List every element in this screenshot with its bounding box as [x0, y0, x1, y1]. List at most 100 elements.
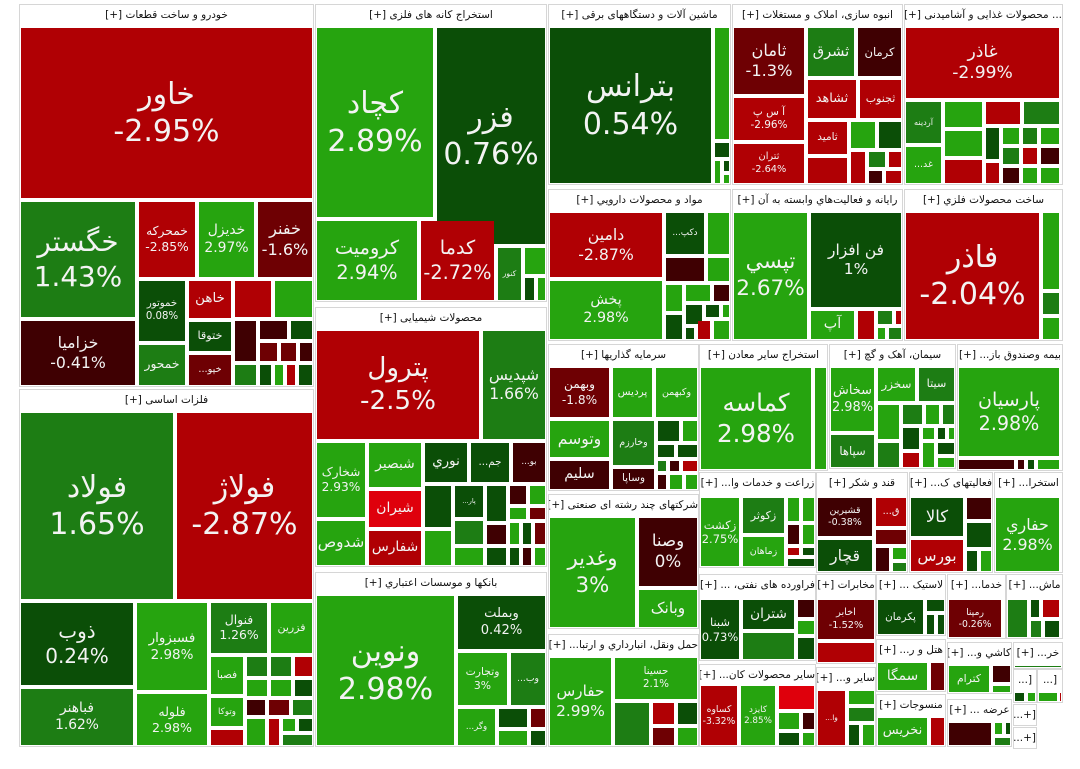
stock-tile[interactable] — [670, 461, 679, 471]
stock-tile[interactable]: خدیزل 2.97% — [199, 202, 254, 277]
stock-tile[interactable]: سخزر — [878, 368, 915, 401]
stock-tile[interactable] — [523, 548, 531, 565]
stock-tile[interactable]: نوري — [425, 443, 467, 482]
stock-tile[interactable]: سلیم — [550, 461, 609, 489]
stock-tile[interactable] — [849, 725, 859, 745]
stock-tile[interactable] — [271, 680, 291, 696]
stock-tile[interactable] — [949, 723, 991, 745]
stock-tile[interactable] — [714, 285, 729, 301]
stock-tile[interactable]: کماسه 2.98% — [701, 368, 811, 469]
stock-tile[interactable]: پخش 2.98% — [550, 281, 662, 339]
stock-tile[interactable] — [1015, 666, 1061, 667]
stock-tile[interactable] — [523, 523, 531, 544]
stock-tile[interactable]: وتوسم — [550, 421, 609, 457]
stock-tile[interactable]: ق... — [876, 498, 906, 526]
stock-tile[interactable] — [896, 311, 901, 324]
stock-tile[interactable] — [869, 152, 885, 167]
stock-tile[interactable] — [658, 421, 679, 441]
stock-tile[interactable] — [247, 657, 267, 676]
sector-header-expand[interactable]: منسوجات [+] — [877, 695, 945, 715]
sector-header-expand[interactable]: ساخت محصولات فلزي [+] — [905, 190, 1062, 210]
stock-tile[interactable] — [945, 160, 982, 183]
stock-tile[interactable] — [803, 733, 814, 745]
stock-tile[interactable] — [211, 730, 243, 745]
stock-tile[interactable] — [247, 680, 267, 696]
stock-tile[interactable] — [535, 548, 545, 565]
stock-tile[interactable] — [967, 498, 991, 519]
stock-tile[interactable]: فنوال 1.26% — [211, 603, 267, 653]
sector-header-expand[interactable]: فلزات اساسی [+] — [20, 390, 313, 410]
stock-tile[interactable]: وساپا — [613, 469, 654, 489]
stock-tile[interactable]: خاور -2.95% — [21, 28, 312, 198]
stock-tile[interactable] — [1028, 460, 1034, 469]
stock-tile[interactable]: ثامید — [808, 122, 847, 154]
sector-header-expand[interactable]: سیمان، آهک و گچ [+] — [830, 345, 955, 365]
stock-tile[interactable] — [260, 343, 277, 361]
stock-tile[interactable]: وخارزم — [613, 421, 654, 465]
stock-tile[interactable] — [525, 248, 545, 274]
stock-tile[interactable] — [1003, 128, 1019, 144]
stock-tile[interactable] — [879, 122, 901, 148]
stock-tile[interactable]: ثشاهد — [808, 80, 856, 118]
stock-tile[interactable] — [525, 278, 534, 300]
stock-tile[interactable] — [658, 445, 674, 457]
stock-tile[interactable] — [1006, 723, 1010, 734]
stock-tile[interactable] — [743, 633, 794, 659]
stock-tile[interactable]: خپو... — [189, 355, 231, 385]
stock-tile[interactable] — [295, 680, 312, 696]
stock-tile[interactable] — [1045, 621, 1059, 637]
stock-tile[interactable] — [1041, 128, 1059, 144]
stock-tile[interactable] — [714, 321, 729, 339]
sector-header-expand[interactable]: زراعت و خدمات وا... [+] — [700, 473, 815, 495]
stock-tile[interactable] — [287, 365, 295, 385]
stock-tile[interactable] — [666, 285, 682, 311]
stock-tile[interactable]: ختوقا — [189, 322, 231, 351]
stock-tile[interactable] — [808, 158, 847, 183]
stock-tile[interactable]: پارسیان 2.98% — [959, 368, 1059, 456]
stock-tile[interactable]: دامین -2.87% — [550, 213, 662, 277]
stock-tile[interactable]: خزامیا -0.41% — [21, 321, 135, 385]
stock-tile[interactable] — [686, 305, 702, 324]
sector-header-expand[interactable]: ماشین آلات و دستگاههای برقی [+] — [549, 5, 730, 25]
sector-header-expand[interactable]: انبوه سازی، املاک و مستغلات [+] — [733, 5, 902, 25]
stock-tile[interactable] — [986, 163, 999, 183]
stock-tile[interactable] — [931, 663, 944, 690]
stock-tile[interactable] — [943, 405, 954, 424]
stock-tile[interactable] — [269, 700, 289, 715]
stock-tile[interactable]: بترانس 0.54% — [550, 28, 711, 183]
stock-tile[interactable]: وصنا 0% — [639, 518, 697, 586]
stock-tile[interactable] — [1043, 213, 1059, 289]
stock-tile[interactable] — [803, 498, 814, 521]
stock-tile[interactable] — [1060, 693, 1061, 701]
sector-header-expand[interactable]: حمل ونقل، انبارداري و ارتبا... [+] — [549, 635, 698, 655]
stock-tile[interactable] — [531, 709, 545, 727]
stock-tile[interactable] — [878, 443, 899, 467]
stock-tile[interactable]: پردیس — [613, 368, 652, 417]
stock-tile[interactable] — [510, 523, 519, 544]
stock-tile[interactable] — [531, 731, 545, 745]
stock-tile[interactable] — [927, 600, 944, 611]
stock-tile[interactable]: ثامان -1.3% — [734, 28, 804, 94]
stock-tile[interactable] — [455, 548, 483, 565]
stock-tile[interactable] — [878, 405, 899, 439]
stock-tile[interactable] — [993, 666, 1010, 682]
stock-tile[interactable] — [455, 521, 483, 544]
stock-tile[interactable]: فاذر -2.04% — [906, 213, 1039, 339]
stock-tile[interactable] — [530, 508, 545, 519]
stock-tile[interactable] — [893, 548, 906, 559]
stock-tile[interactable] — [798, 638, 814, 659]
stock-tile[interactable] — [686, 285, 710, 301]
stock-tile[interactable] — [425, 531, 451, 565]
stock-tile[interactable] — [1041, 168, 1059, 183]
stock-tile[interactable] — [788, 559, 814, 566]
stock-tile[interactable] — [275, 365, 283, 385]
stock-tile[interactable] — [993, 686, 1010, 692]
stock-tile[interactable]: شبصیر — [369, 443, 421, 487]
sector-header-expand[interactable]: [... — [1038, 670, 1062, 690]
stock-tile[interactable] — [803, 548, 814, 555]
stock-tile[interactable]: قشیرین -0.38% — [818, 498, 872, 536]
stock-tile[interactable]: فسبزوار 2.98% — [137, 603, 207, 690]
stock-tile[interactable]: نخریس — [878, 718, 927, 745]
stock-tile[interactable]: خمحرکه -2.85% — [139, 202, 195, 277]
stock-tile[interactable] — [291, 321, 312, 339]
